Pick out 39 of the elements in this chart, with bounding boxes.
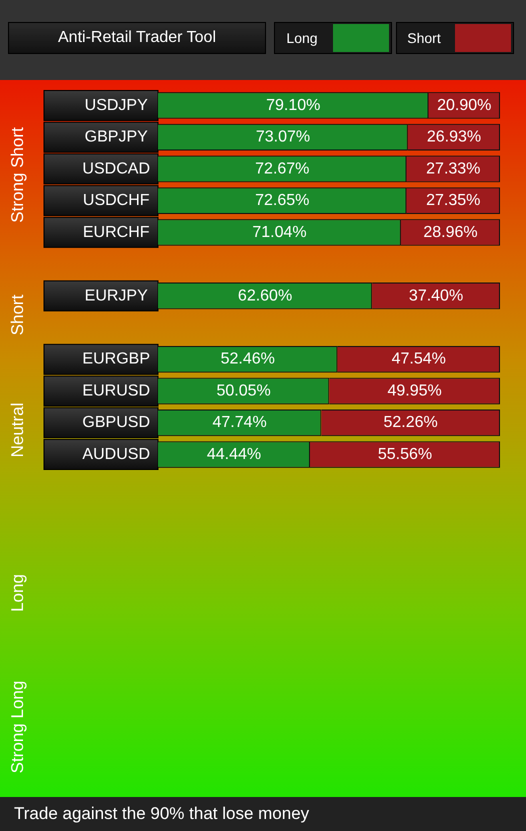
y-tick-label: EURUSD <box>82 382 150 400</box>
data-label: 50.05% <box>216 382 271 400</box>
data-label: 79.10% <box>266 96 320 114</box>
legend-label: Long <box>285 29 319 48</box>
text: Strong Short <box>8 127 28 223</box>
data-label: 27.35% <box>426 192 480 210</box>
legend-label: Short <box>406 29 442 48</box>
y-tick-label: EURJPY <box>84 287 148 304</box>
data-label: 52.26% <box>384 414 438 432</box>
text: Neutral <box>8 402 28 458</box>
data-label: 72.65% <box>255 192 310 210</box>
data-label: 37.40% <box>408 287 464 304</box>
data-label: 49.95% <box>387 382 442 400</box>
text: Trade against the 90% that lose money <box>0 797 526 831</box>
data-label: 20.90% <box>437 96 492 114</box>
y-tick-label: GBPUSD <box>82 414 150 432</box>
y-tick-label: GBPJPY <box>84 128 148 146</box>
data-label: 71.04% <box>252 224 307 241</box>
text: Strong Long <box>8 680 28 774</box>
data-label: 28.96% <box>423 224 478 241</box>
y-tick-label: AUDUSD <box>82 446 150 463</box>
y-tick-label: EURGBP <box>82 350 150 368</box>
text: Long <box>8 574 28 612</box>
y-tick-label: USDJPY <box>84 96 148 114</box>
y-tick-label: USDCHF <box>82 192 150 210</box>
data-label: 47.74% <box>212 414 267 432</box>
y-tick-label: USDCAD <box>82 160 150 178</box>
data-label: 27.33% <box>426 160 480 178</box>
data-label: 73.07% <box>256 128 310 146</box>
chart-title: Anti-Retail Trader Tool <box>8 22 266 54</box>
data-label: 47.54% <box>392 350 446 368</box>
data-label: 72.67% <box>255 160 310 178</box>
text: Short <box>8 294 28 336</box>
y-tick-label: EURCHF <box>82 224 150 241</box>
data-label: 52.46% <box>220 350 275 368</box>
data-label: 44.44% <box>206 446 262 463</box>
data-label: 26.93% <box>426 128 482 146</box>
data-label: 62.60% <box>238 287 292 304</box>
data-label: 55.56% <box>378 446 432 463</box>
